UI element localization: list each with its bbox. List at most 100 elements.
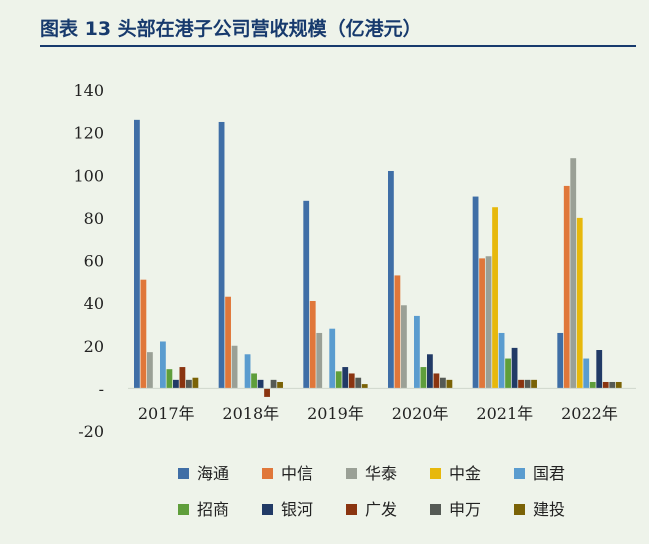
legend-swatch: [262, 468, 273, 479]
bar-建投-2018年: [277, 381, 283, 389]
bar-华泰-2020年: [401, 305, 407, 389]
bar-广发-2021年: [518, 379, 524, 389]
bar-招商-2018年: [251, 373, 257, 389]
bar-海通-2018年: [218, 121, 225, 389]
bar-建投-2020年: [446, 379, 453, 389]
bar-银河-2018年: [257, 379, 264, 389]
bar-招商-2017年: [166, 369, 173, 389]
legend-label: 国君: [533, 464, 565, 483]
bar-建投-2017年: [192, 377, 199, 389]
bars-layer: [128, 119, 636, 397]
x-axis: 2017年 2018年 2019年 2020年 2021年 2022年: [138, 404, 618, 423]
x-tick-label: 2022年: [561, 404, 618, 423]
bar-海通-2022年: [557, 332, 564, 389]
legend-item-招商: 招商: [178, 500, 229, 519]
bar-中信-2019年: [309, 300, 316, 389]
bar-广发-2018年: [264, 388, 270, 397]
legend-label: 海通: [197, 464, 229, 483]
bar-招商-2022年: [589, 381, 596, 389]
bar-海通-2021年: [472, 196, 479, 389]
bar-国君-2019年: [329, 328, 336, 389]
y-tick-label: 20: [84, 337, 104, 356]
legend-label: 申万: [449, 500, 481, 519]
legend-item-国君: 国君: [514, 464, 565, 483]
bar-国君-2021年: [498, 332, 505, 389]
bar-海通-2019年: [303, 200, 310, 389]
legend-swatch: [178, 504, 189, 515]
legend-label: 招商: [197, 500, 229, 519]
bar-海通-2020年: [388, 170, 394, 389]
bar-广发-2017年: [179, 367, 186, 389]
y-tick-label: 40: [84, 294, 104, 313]
legend-swatch: [346, 504, 357, 515]
legend-swatch: [430, 468, 441, 479]
bar-招商-2020年: [420, 367, 427, 389]
bar-海通-2017年: [134, 119, 140, 389]
x-tick-label: 2017年: [138, 404, 195, 423]
bar-申万-2018年: [270, 379, 277, 389]
bar-银河-2020年: [427, 354, 433, 389]
bar-华泰-2022年: [570, 158, 577, 389]
bar-中信-2021年: [479, 258, 485, 389]
y-tick-label: 120: [73, 124, 104, 143]
bar-华泰-2018年: [231, 345, 238, 389]
bar-中信-2020年: [394, 275, 401, 389]
bar-华泰-2019年: [316, 332, 323, 389]
y-tick-label: 60: [84, 252, 104, 271]
legend-label: 华泰: [365, 464, 397, 483]
y-tick-label: 80: [84, 209, 104, 228]
legend-item-广发: 广发: [346, 500, 397, 519]
bar-广发-2022年: [602, 381, 609, 389]
bar-中信-2022年: [563, 185, 570, 389]
y-tick-label: 140: [73, 81, 104, 100]
bar-银河-2017年: [173, 379, 179, 389]
bar-申万-2022年: [609, 381, 616, 389]
legend-swatch: [346, 468, 357, 479]
bar-招商-2021年: [505, 358, 511, 389]
x-tick-label: 2019年: [307, 404, 364, 423]
x-tick-label: 2018年: [222, 404, 279, 423]
chart-title: 图表 13 头部在港子公司营收规模（亿港元）: [40, 18, 422, 40]
legend-item-银河: 银河: [262, 500, 313, 519]
bar-中金-2021年: [492, 207, 498, 389]
bar-国君-2018年: [244, 354, 251, 389]
legend-item-中信: 中信: [262, 464, 313, 483]
legend-item-中金: 中金: [430, 464, 481, 483]
legend-label: 建投: [533, 500, 565, 519]
legend-label: 银河: [281, 500, 313, 519]
bar-招商-2019年: [335, 371, 342, 389]
y-tick-label: -20: [78, 422, 104, 441]
bar-申万-2017年: [186, 379, 192, 389]
bar-建投-2022年: [615, 381, 622, 389]
bar-国君-2020年: [414, 315, 420, 389]
legend-label: 中金: [449, 464, 481, 483]
bar-申万-2021年: [524, 379, 531, 389]
bar-国君-2022年: [583, 358, 590, 389]
bar-中金-2022年: [576, 217, 583, 389]
bar-申万-2019年: [355, 377, 362, 389]
bar-中信-2018年: [225, 296, 231, 389]
legend-label: 中信: [281, 464, 313, 483]
bar-广发-2019年: [348, 373, 355, 389]
legend-swatch: [514, 468, 525, 479]
x-tick-label: 2020年: [392, 404, 449, 423]
legend-item-申万: 申万: [430, 500, 481, 519]
bar-华泰-2021年: [485, 256, 492, 389]
x-tick-label: 2021年: [476, 404, 533, 423]
title-rule: [40, 45, 636, 47]
legend-item-华泰: 华泰: [346, 464, 397, 483]
bar-银河-2019年: [342, 367, 349, 389]
bar-建投-2019年: [361, 384, 368, 389]
legend-swatch: [430, 504, 441, 515]
bar-中信-2017年: [140, 279, 147, 389]
bar-申万-2020年: [440, 377, 446, 389]
legend-swatch: [514, 504, 525, 515]
bar-银河-2021年: [511, 347, 518, 389]
bar-国君-2017年: [160, 341, 166, 389]
legend-label: 广发: [365, 500, 397, 519]
legend-item-建投: 建投: [514, 500, 565, 519]
